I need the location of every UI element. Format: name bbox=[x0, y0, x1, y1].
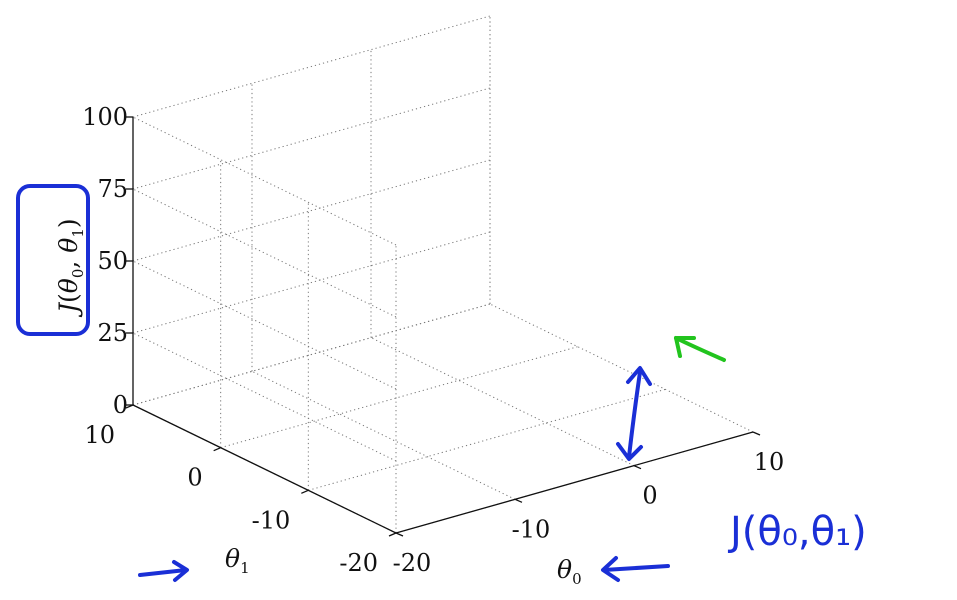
wall-grid-line bbox=[132, 15, 491, 118]
floor-grid-line bbox=[370, 337, 635, 467]
wall-grid-line bbox=[132, 159, 491, 262]
wall-grid-line bbox=[132, 303, 491, 406]
wall-grid-line bbox=[132, 231, 491, 334]
wall-grid-line bbox=[132, 188, 397, 318]
floor-grid-line bbox=[308, 388, 666, 491]
wall-grid-line bbox=[132, 116, 397, 246]
wall-grid-line bbox=[132, 87, 491, 190]
floor-grid-line bbox=[220, 346, 578, 449]
wall-grid-line bbox=[132, 332, 397, 462]
axes-grid bbox=[132, 15, 754, 534]
floor-grid-line bbox=[489, 303, 754, 433]
wall-grid-line bbox=[132, 260, 397, 390]
floor-grid-line bbox=[251, 370, 516, 500]
